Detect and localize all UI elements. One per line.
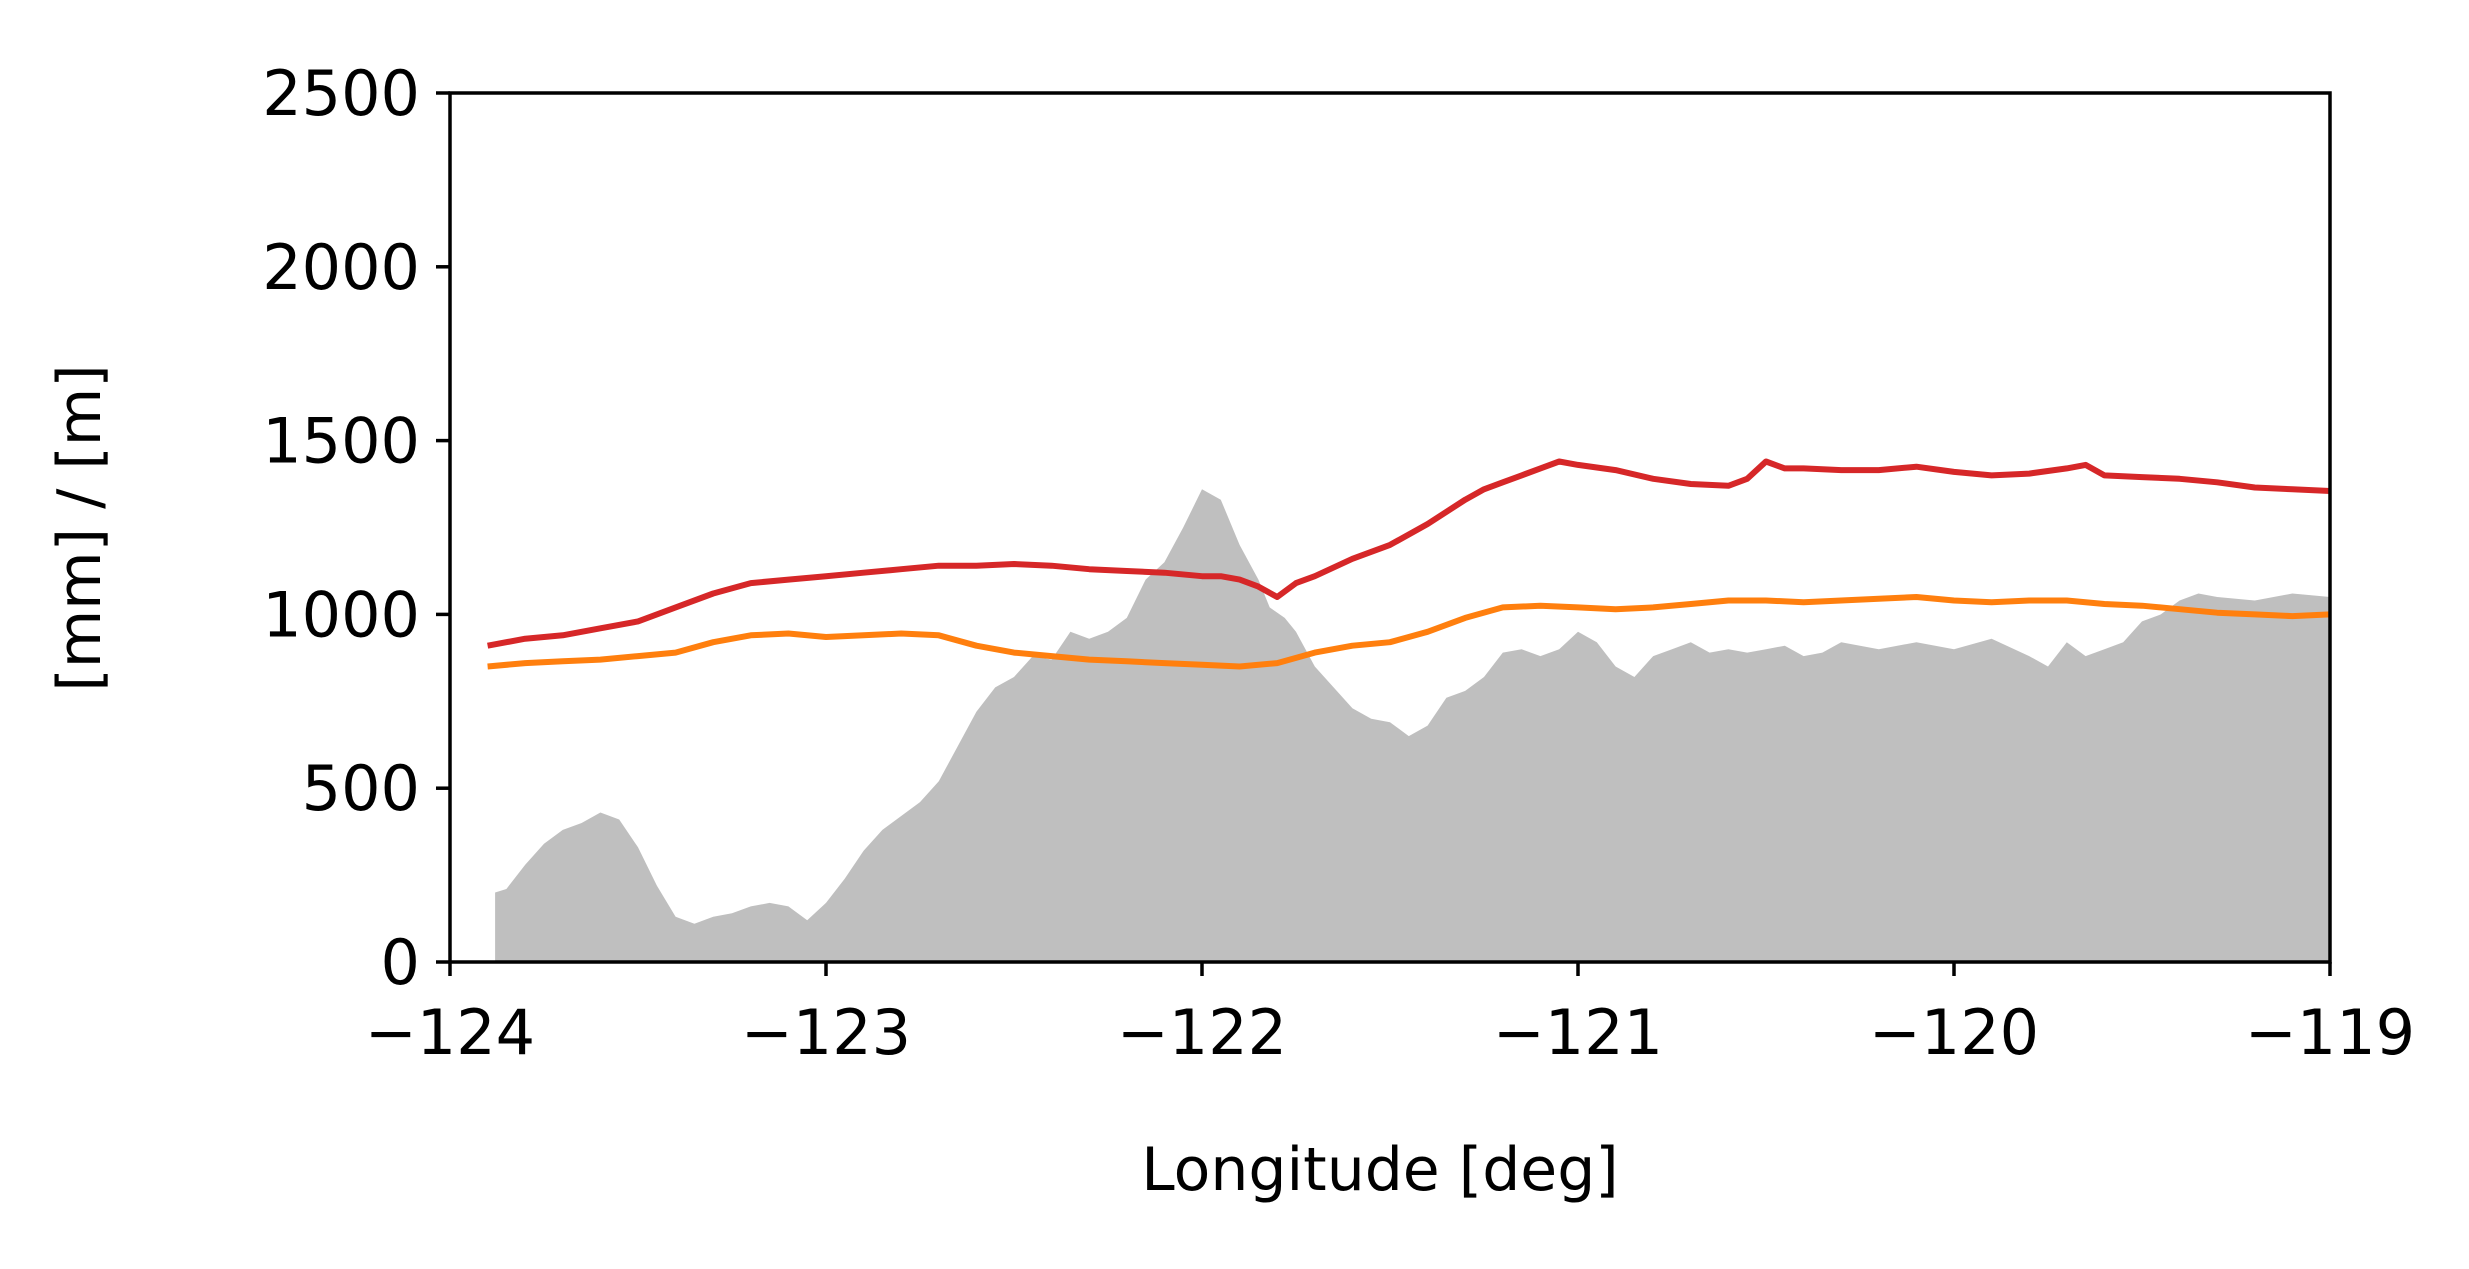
plot-frame: [448, 91, 2332, 964]
line-series-2: [487, 594, 2331, 670]
x-tick-label: −121: [1493, 996, 1663, 1069]
y-tick-label: 2500: [262, 57, 420, 130]
plot-area: [487, 458, 2331, 962]
x-tick-label: −122: [1117, 996, 1287, 1069]
x-tick-label: −124: [365, 996, 535, 1069]
y-tick-label: 2000: [262, 231, 420, 304]
x-tick-label: −120: [1869, 996, 2039, 1069]
x-tick-label: −119: [2245, 996, 2415, 1069]
y-tick-label: 1500: [262, 405, 420, 478]
x-axis-label: Longitude [deg]: [1141, 1135, 1618, 1205]
y-tick-label: 0: [381, 926, 420, 999]
y-axis-label: [mm] / [m]: [45, 364, 115, 691]
axes: −124 −123 −122 −121 −120 −119 0 500 1000 1500 2000…: [262, 57, 2415, 1069]
terrain-area-series: [495, 489, 2331, 962]
line-series-1: [487, 458, 2331, 649]
x-tick-label: −123: [741, 996, 911, 1069]
y-tick-label: 500: [302, 752, 420, 825]
y-tick-label: 1000: [262, 578, 420, 651]
